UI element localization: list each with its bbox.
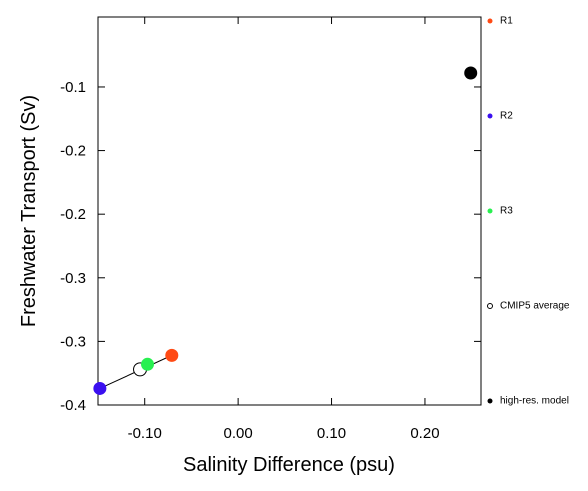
- x-axis-label: Salinity Difference (psu): [183, 454, 395, 476]
- legend-marker: [487, 303, 493, 309]
- legend-label: high-res. model: [500, 396, 569, 407]
- x-tick-label: 0.10: [317, 425, 346, 442]
- x-tick-label: 0.00: [224, 425, 253, 442]
- y-tick-label: -0.4: [60, 397, 86, 414]
- y-tick-label: -0.2: [60, 143, 86, 160]
- legend-label: R3: [500, 206, 513, 217]
- legend-label: R2: [500, 111, 513, 122]
- legend-label: CMIP5 average: [500, 301, 570, 312]
- x-tick-label: -0.10: [128, 425, 162, 442]
- x-tick-label: 0.20: [410, 425, 439, 442]
- y-axis-label: Freshwater Transport (Sv): [18, 95, 40, 327]
- legend-marker: [487, 18, 493, 24]
- plot-frame: [97, 16, 482, 406]
- legend-marker: [487, 113, 493, 119]
- point: [141, 357, 155, 371]
- legend-marker: [487, 208, 493, 214]
- y-tick-label: -0.3: [60, 333, 86, 350]
- point: [93, 381, 107, 395]
- y-tick-label: -0.1: [60, 79, 86, 96]
- legend-marker: [487, 398, 493, 404]
- y-tick-label: -0.3: [60, 270, 86, 287]
- legend-label: R1: [500, 16, 513, 27]
- point: [464, 66, 478, 80]
- y-tick-label: -0.2: [60, 206, 86, 223]
- point: [165, 348, 179, 362]
